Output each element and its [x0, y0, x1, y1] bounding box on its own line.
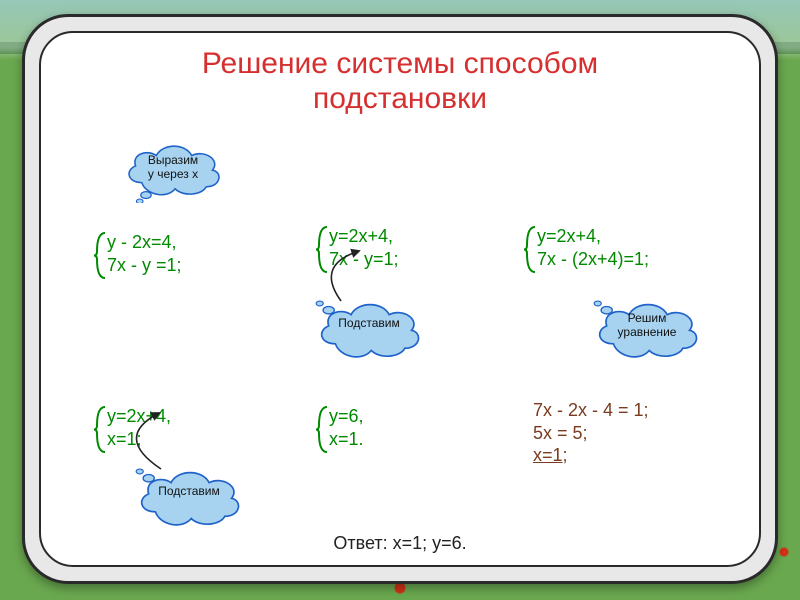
cloud-substitute-2-label: Подставим: [154, 483, 223, 501]
slide-frame-inner: Решение системы способом подстановки Выр…: [39, 31, 761, 567]
arrow-substitute-1: [331, 251, 359, 301]
arrow-substitute-2: [136, 413, 161, 469]
cloud-solve-label: Решимуравнение: [614, 310, 681, 342]
cloud-express-label: Выразиму через х: [144, 152, 202, 184]
cloud-substitute-1-label: Подставим: [334, 315, 403, 333]
slide-content: Решение системы способом подстановки Выр…: [41, 33, 759, 565]
slide-frame-outer: Решение системы способом подстановки Выр…: [22, 14, 778, 584]
arrow-overlay: [41, 33, 759, 565]
final-answer: Ответ: x=1; y=6.: [41, 533, 759, 554]
